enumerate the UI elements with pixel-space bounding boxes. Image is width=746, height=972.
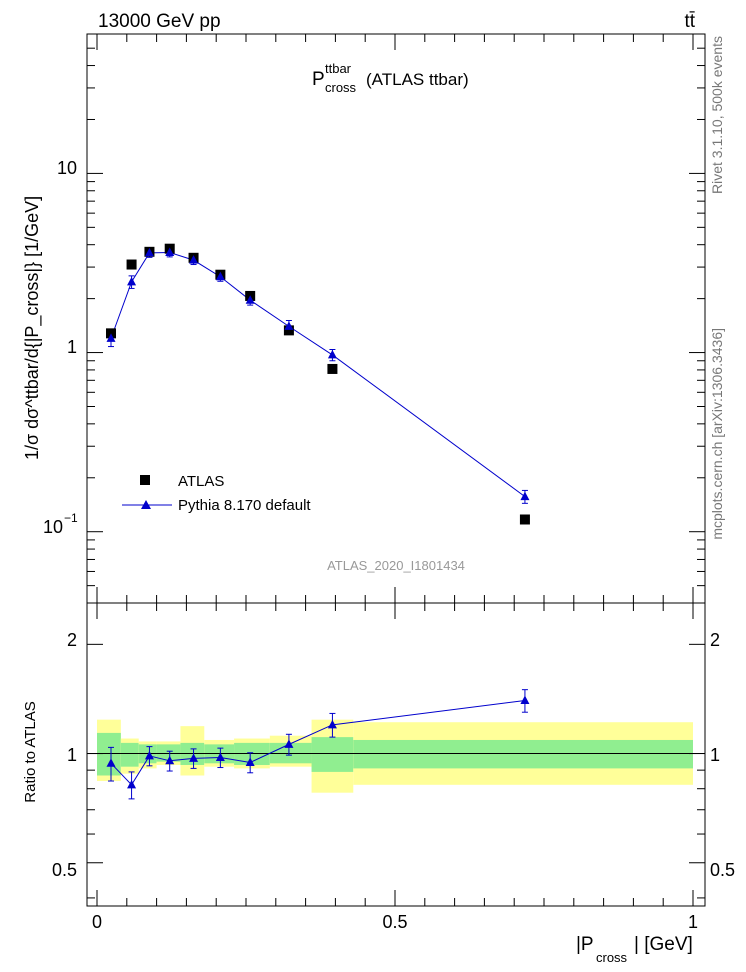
ratio-mc-point bbox=[520, 695, 530, 705]
xtick-label-1: 1 bbox=[688, 912, 698, 932]
ratio-mc-point bbox=[327, 719, 337, 729]
title-main: P bbox=[312, 69, 325, 90]
ratio-mc-point bbox=[215, 752, 225, 762]
mc-point bbox=[520, 491, 530, 501]
ratio-band-inner bbox=[97, 732, 121, 776]
xlabel-sub: cross bbox=[596, 950, 628, 965]
ratio-band-inner bbox=[311, 737, 354, 772]
plot-title: P ttbar cross (ATLAS ttbar) bbox=[312, 61, 469, 95]
main-ytick-exp: −1 bbox=[64, 511, 78, 525]
header-right: tt̄ bbox=[684, 11, 695, 32]
main-ytick-label-1: 1 bbox=[67, 337, 77, 357]
ratio-ytick-label-1: 1 bbox=[67, 745, 77, 765]
ratio-mc-point bbox=[189, 753, 199, 762]
ratio-ytick-label-1-right: 1 bbox=[710, 745, 720, 765]
main-ytick-label-10: 10 bbox=[57, 158, 77, 178]
data-point bbox=[126, 259, 137, 270]
xtick-label-0p5: 0.5 bbox=[382, 912, 407, 932]
ratio-mc-point bbox=[106, 758, 116, 767]
title-sub: cross bbox=[325, 80, 357, 95]
ratio-ylabel: Ratio to ATLAS bbox=[22, 701, 39, 802]
data-point bbox=[327, 363, 338, 374]
axis-ticks bbox=[87, 33, 705, 906]
legend: ATLAS Pythia 8.170 default bbox=[122, 473, 311, 514]
mc-line bbox=[110, 251, 526, 498]
ratio-uncertainty-bands bbox=[87, 719, 705, 793]
main-ylabel-text: 1/σ dσ^ttbar/d{|P_cross|} [1/GeV] bbox=[22, 196, 43, 460]
ratio-band-inner bbox=[353, 739, 693, 769]
main-ytick-label-0p1: 10 bbox=[43, 517, 63, 537]
ratio-band-inner bbox=[120, 742, 139, 767]
mc-point bbox=[189, 255, 199, 264]
mc-point bbox=[106, 333, 116, 342]
title-rest: (ATLAS ttbar) bbox=[366, 70, 469, 89]
ratio-ytick-label-2: 2 bbox=[67, 630, 77, 650]
mc-point bbox=[327, 349, 337, 359]
mc-point bbox=[284, 321, 294, 330]
header-left: 13000 GeV pp bbox=[98, 11, 221, 32]
legend-data-marker bbox=[140, 475, 150, 485]
title-sup: ttbar bbox=[325, 61, 352, 76]
legend-mc-marker bbox=[141, 500, 151, 509]
ratio-mc-point bbox=[144, 750, 154, 760]
data-point bbox=[283, 325, 294, 336]
main-ylabel: 1/σ dσ^ttbar/d{|P_cross|} [1/GeV] bbox=[22, 196, 43, 460]
data-point bbox=[106, 328, 117, 339]
ratio-band-inner bbox=[156, 744, 181, 762]
ratio-mc-point bbox=[284, 739, 294, 748]
main-plot-marks bbox=[106, 243, 530, 525]
ratio-mc-point bbox=[245, 757, 255, 766]
mc-point bbox=[127, 276, 137, 286]
xlabel-main: |P bbox=[576, 934, 594, 955]
legend-mc-label: Pythia 8.170 default bbox=[178, 497, 311, 514]
mc-point bbox=[245, 295, 255, 304]
xlabel: |P cross | [GeV] bbox=[576, 934, 693, 965]
ratio-plot-marks bbox=[106, 689, 530, 800]
legend-data-label: ATLAS bbox=[178, 473, 224, 490]
mc-point bbox=[165, 247, 175, 256]
ratio-plot-frame bbox=[86, 602, 706, 907]
data-point bbox=[519, 514, 530, 525]
main-plot-frame bbox=[86, 33, 706, 604]
analysis-watermark: ATLAS_2020_I1801434 bbox=[327, 558, 465, 573]
ratio-mc-line bbox=[110, 700, 525, 786]
mcplots-label: mcplots.cern.ch [arXiv:1306.3436] bbox=[709, 328, 725, 540]
mc-point bbox=[215, 271, 225, 281]
ratio-mc-point bbox=[127, 779, 137, 789]
ratio-ytick-label-0p5: 0.5 bbox=[52, 860, 77, 880]
rivet-label: Rivet 3.1.10, 500k events bbox=[709, 36, 725, 194]
xlabel-rest: | [GeV] bbox=[634, 934, 693, 955]
ratio-ytick-label-2-right: 2 bbox=[710, 630, 720, 650]
mc-point bbox=[144, 247, 154, 257]
ratio-mc-point bbox=[165, 755, 175, 765]
xtick-label-0: 0 bbox=[92, 912, 102, 932]
ratio-ytick-label-0p5-right: 0.5 bbox=[710, 860, 735, 880]
